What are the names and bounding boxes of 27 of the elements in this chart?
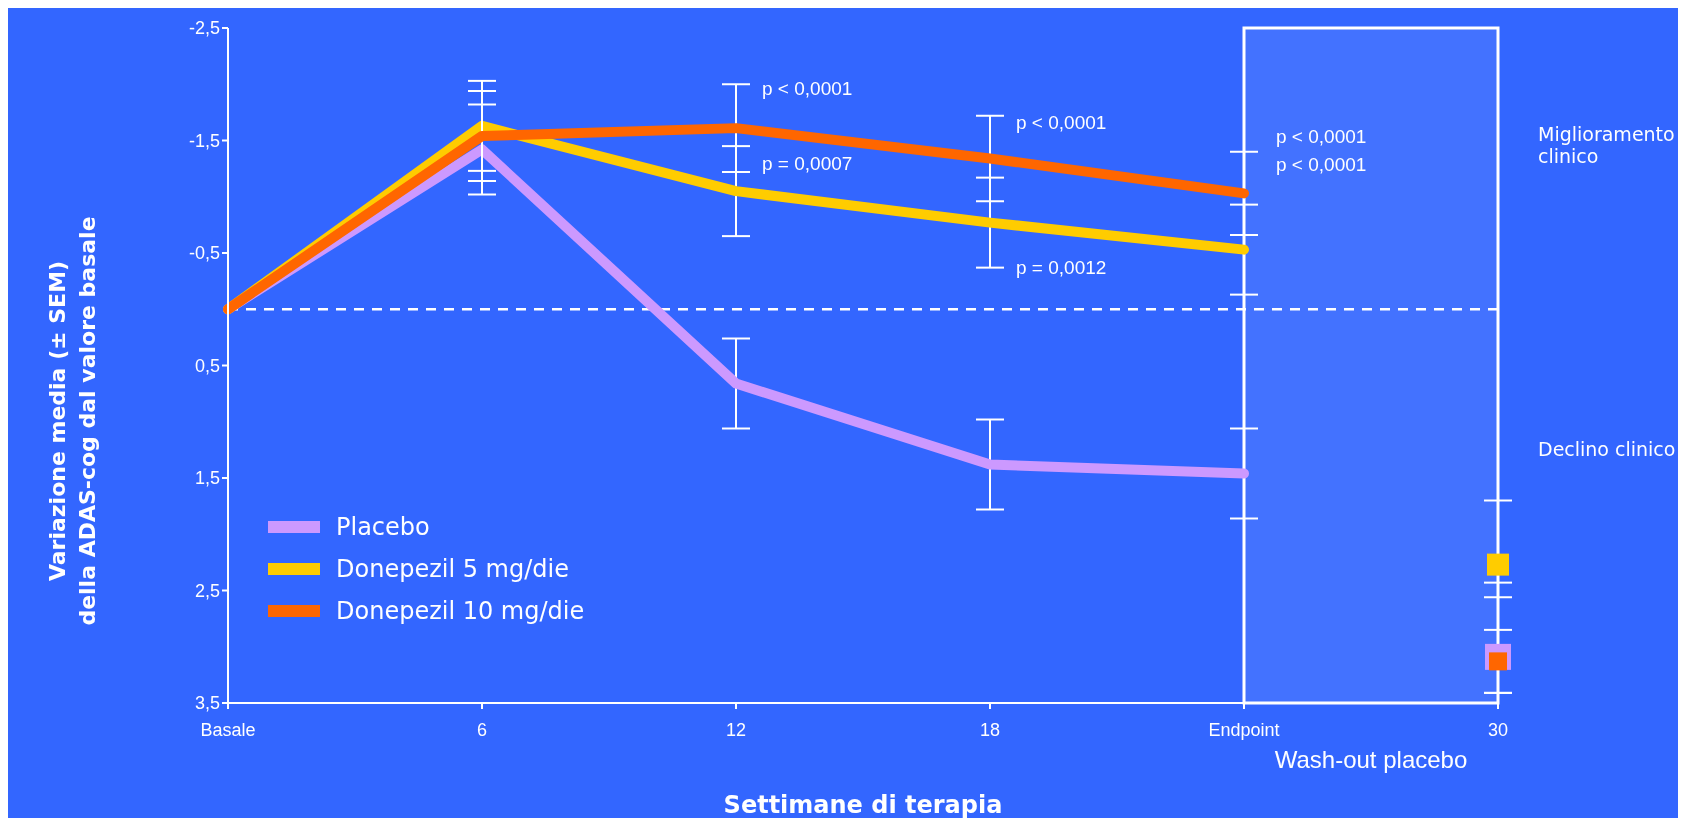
y-tick-label: 3,5 [194, 693, 220, 714]
y-tick-label: 2,5 [194, 580, 220, 601]
text: Declino clinico [1538, 438, 1677, 460]
annotation: p < 0,0001 [1016, 112, 1107, 134]
y-tick-label: -0,5 [188, 243, 220, 264]
annotation: p < 0,0001 [1276, 126, 1367, 148]
annotation: p = 0,0012 [1016, 257, 1107, 279]
x-tick-label: 18 [979, 719, 1001, 740]
x-axis-title: Settimane di terapia [723, 791, 1003, 819]
annotation: p = 0,0007 [762, 152, 853, 174]
legend-label: Donepezil 5 mg/die [336, 555, 569, 583]
annotation: p < 0,0001 [1276, 154, 1367, 176]
legend-label: Donepezil 10 mg/die [336, 597, 585, 625]
y-tick-label: -2,5 [188, 18, 220, 39]
x-tick-label: 12 [725, 719, 747, 740]
text: Miglioramento clinico [1538, 123, 1676, 167]
x-tick-label: 6 [476, 719, 488, 740]
legend-label: Placebo [336, 513, 430, 541]
y-tick-label: 0,5 [194, 355, 220, 376]
y-axis-title: Variazione media (± SEM) della ADAS-cog dal valore basale [44, 215, 101, 626]
y-tick-label: 1,5 [194, 468, 220, 489]
x-tick-label: Basale [200, 719, 256, 740]
x-tick-label: 30 [1487, 719, 1509, 740]
x-tick-label: Endpoint [1208, 719, 1280, 740]
y-tick-label: -1,5 [188, 130, 220, 151]
band-label: Wash-out placebo [1274, 746, 1468, 774]
annotation: p < 0,0001 [762, 78, 853, 100]
